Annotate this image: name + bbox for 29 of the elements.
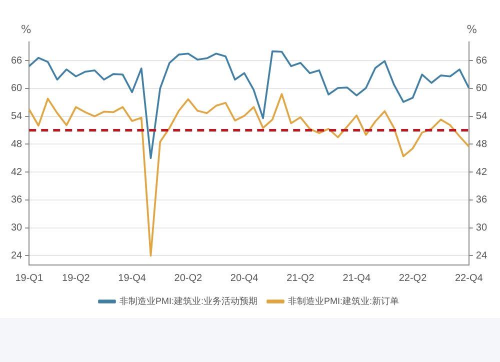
y2-tick-label: 54	[476, 111, 488, 122]
y-tick-label: 54	[11, 111, 23, 122]
y-tick-label: 60	[11, 83, 23, 94]
x-tick-label: 21-Q2	[286, 272, 315, 284]
x-tick-label: 19-Q2	[62, 272, 90, 284]
y2-tick-label: 42	[476, 166, 488, 178]
y2-tick-label: 30	[476, 222, 488, 234]
x-tick-label: 19-Q4	[118, 272, 146, 284]
y-tick-label: 66	[11, 55, 23, 66]
x-tick-label: 19-Q1	[15, 272, 44, 284]
legend-label: 非制造业PMI:建筑业:新订单	[288, 296, 400, 306]
x-tick-label: 22-Q4	[454, 272, 484, 284]
y-axis-title: %	[20, 22, 32, 36]
y-tick-label: 24	[11, 250, 23, 262]
y2-tick-label: 36	[476, 194, 488, 206]
legend-label: 非制造业PMI:建筑业:业务活动预期	[120, 296, 258, 306]
y-tick-label: 48	[11, 138, 23, 150]
y2-axis-title: %	[466, 22, 478, 36]
y2-tick-label: 24	[476, 250, 488, 262]
x-tick-label: 22-Q2	[398, 272, 428, 284]
x-tick-label: 21-Q4	[342, 272, 371, 284]
y2-tick-label: 48	[476, 138, 488, 150]
y-tick-label: 42	[11, 166, 23, 178]
y-tick-label: 30	[11, 222, 23, 234]
x-tick-label: 20-Q4	[230, 272, 259, 284]
x-tick-label: 20-Q2	[174, 272, 203, 284]
y2-tick-label: 66	[476, 55, 488, 66]
y-tick-label: 36	[11, 194, 23, 206]
y2-tick-label: 60	[476, 83, 488, 94]
